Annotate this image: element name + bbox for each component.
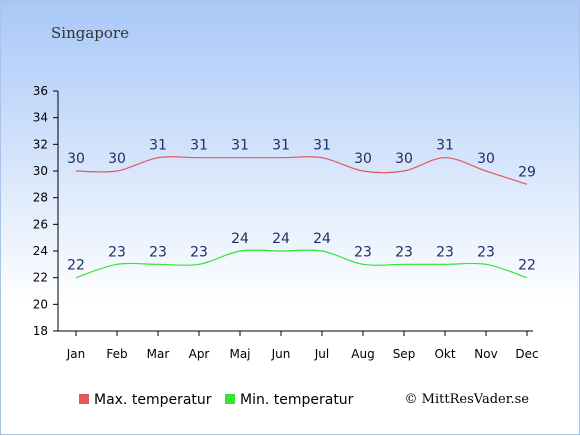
x-tick-label: Maj: [229, 347, 250, 361]
x-tick-label: Dec: [515, 347, 538, 361]
data-label: 31: [313, 138, 331, 154]
series-line-0: [75, 156, 528, 185]
y-tick-label: 30: [33, 164, 48, 178]
data-label: 23: [395, 244, 413, 260]
data-label: 24: [231, 231, 249, 247]
data-label: 30: [108, 151, 126, 167]
legend-label-min: Min. temperatur: [240, 392, 354, 408]
data-label: 30: [395, 151, 413, 167]
legend-label-max: Max. temperatur: [94, 392, 212, 408]
y-tick-label: 36: [33, 84, 48, 98]
series-line-1: [75, 249, 528, 279]
y-tick-label: 20: [33, 297, 48, 311]
data-label: 23: [108, 244, 126, 260]
credit-text: © MittResVader.se: [405, 392, 530, 407]
legend-swatch-min: [225, 394, 235, 404]
data-label: 31: [149, 138, 167, 154]
data-label: 30: [354, 151, 372, 167]
y-tick-label: 28: [33, 191, 48, 205]
y-tick-label: 34: [33, 111, 48, 125]
y-tick-label: 22: [33, 271, 48, 285]
data-label: 24: [313, 231, 331, 247]
x-tick-label: Apr: [189, 347, 210, 361]
x-tick-label: Sep: [393, 347, 416, 361]
data-label: 24: [272, 231, 290, 247]
data-label: 23: [436, 244, 454, 260]
data-label: 31: [272, 138, 290, 154]
y-tick-label: 32: [33, 137, 48, 151]
x-tick-label: Mar: [147, 347, 170, 361]
data-label: 31: [231, 138, 249, 154]
data-label: 30: [477, 151, 495, 167]
x-tick-label: Aug: [351, 347, 374, 361]
x-tick-label: Jun: [271, 347, 291, 361]
chart-title: Singapore: [51, 24, 129, 42]
data-label: 23: [149, 244, 167, 260]
data-label: 30: [67, 151, 85, 167]
legend-swatch-max: [79, 394, 89, 404]
x-tick-label: Jul: [314, 347, 329, 361]
data-label: 23: [477, 244, 495, 260]
x-tick-label: Feb: [106, 347, 127, 361]
x-tick-label: Jan: [66, 347, 86, 361]
data-label: 22: [67, 258, 85, 274]
data-label: 31: [436, 138, 454, 154]
data-label: 22: [518, 258, 536, 274]
y-tick-label: 24: [33, 244, 48, 258]
data-label: 29: [518, 164, 536, 180]
x-tick-label: Okt: [434, 347, 455, 361]
data-label: 23: [354, 244, 372, 260]
data-label: 31: [190, 138, 208, 154]
x-tick-label: Nov: [474, 347, 497, 361]
y-tick-label: 26: [33, 217, 48, 231]
data-label: 23: [190, 244, 208, 260]
y-tick-label: 18: [33, 324, 48, 338]
